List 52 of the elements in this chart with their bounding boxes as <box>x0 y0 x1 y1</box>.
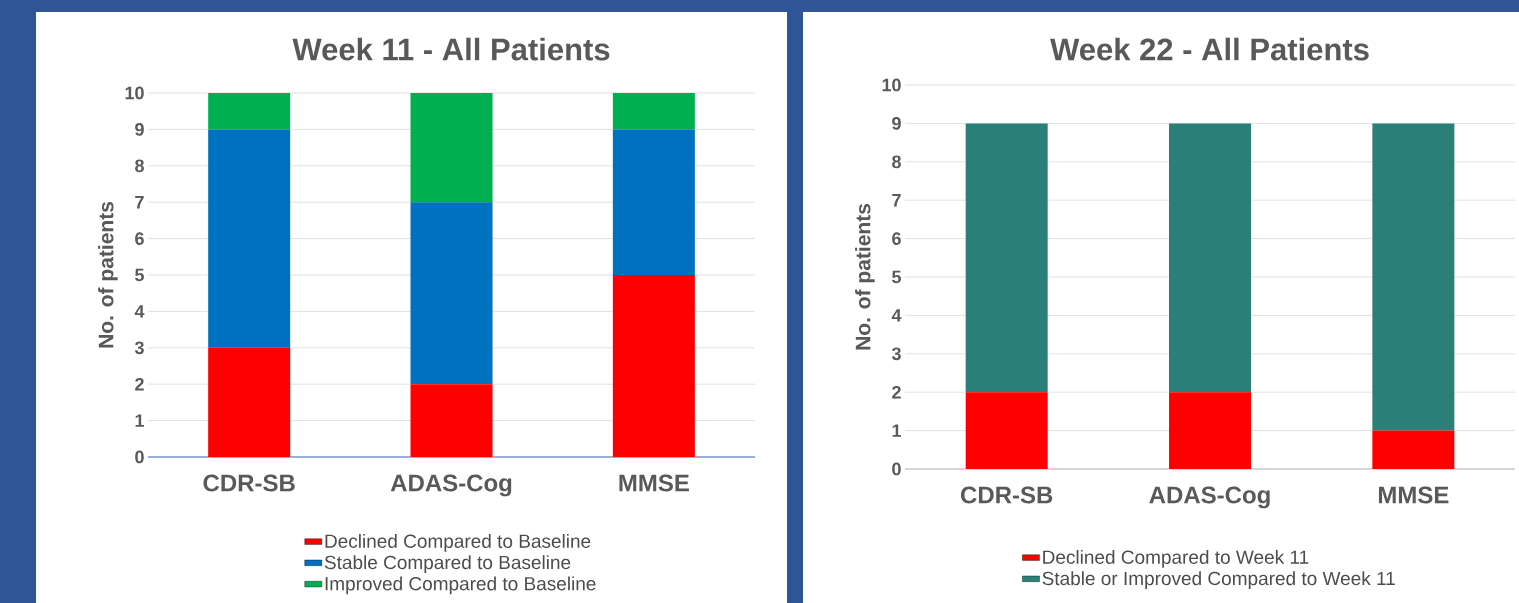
x-tick-label: MMSE <box>619 474 689 492</box>
y-tick-label: 5 <box>892 270 901 284</box>
legend-label: Stable or Improved Compared to Week 11 <box>1042 571 1395 589</box>
y-tick-label: 10 <box>125 86 144 100</box>
y-tick-label: 7 <box>892 193 901 207</box>
legend-label: Declined Compared to Week 11 <box>1043 549 1309 568</box>
bar <box>410 384 493 457</box>
bar <box>1169 123 1252 393</box>
bar <box>208 129 291 348</box>
bar <box>1372 123 1455 431</box>
y-tick-label: 8 <box>892 155 901 169</box>
x-tick-label: ADAS-Cog <box>390 474 512 497</box>
bar <box>1169 392 1252 469</box>
bar <box>208 347 291 457</box>
bar <box>965 392 1048 469</box>
y-tick-label: 10 <box>882 78 901 92</box>
legend-label: Improved Compared to Baseline <box>325 576 596 595</box>
y-tick-label: 0 <box>892 462 901 476</box>
bar <box>1372 430 1455 469</box>
y-tick-label: 1 <box>135 414 144 427</box>
y-tick-label: 2 <box>892 385 901 399</box>
y-tick-label: 0 <box>135 450 144 464</box>
y-tick-label: 3 <box>891 347 901 361</box>
bar <box>612 274 695 457</box>
chart-title: Week 22 - All Patients <box>1050 37 1369 61</box>
x-tick-label: MMSE <box>1378 486 1449 504</box>
y-tick-label: 6 <box>892 232 901 245</box>
x-tick-label: CDR-SB <box>203 474 295 492</box>
y-axis-title: No. of patients <box>855 203 875 350</box>
y-tick-label: 6 <box>135 232 144 245</box>
y-tick-label: 5 <box>135 268 144 282</box>
x-tick-label: ADAS-Cog <box>1149 486 1270 509</box>
bar <box>612 129 695 275</box>
y-tick-label: 1 <box>892 424 901 437</box>
y-tick-label: 3 <box>134 341 144 355</box>
legend-label: Stable Compared to Baseline <box>324 555 571 573</box>
y-tick-label: 4 <box>891 309 902 322</box>
bar <box>410 202 493 385</box>
x-tick-label: CDR-SB <box>961 486 1053 504</box>
legend-label: Declined Compared to Baseline <box>325 533 591 552</box>
y-tick-label: 9 <box>135 123 144 136</box>
bar <box>208 92 291 130</box>
y-tick-label: 2 <box>135 377 144 391</box>
chart-title: Week 11 - All Patients <box>292 37 610 61</box>
y-tick-label: 9 <box>892 117 901 130</box>
y-tick-label: 7 <box>135 195 144 209</box>
y-tick-label: 8 <box>135 159 144 173</box>
bar <box>612 92 695 130</box>
bar <box>965 123 1048 393</box>
bar <box>410 92 493 203</box>
y-axis-title: No. of patients <box>98 201 118 348</box>
y-tick-label: 4 <box>134 305 145 318</box>
